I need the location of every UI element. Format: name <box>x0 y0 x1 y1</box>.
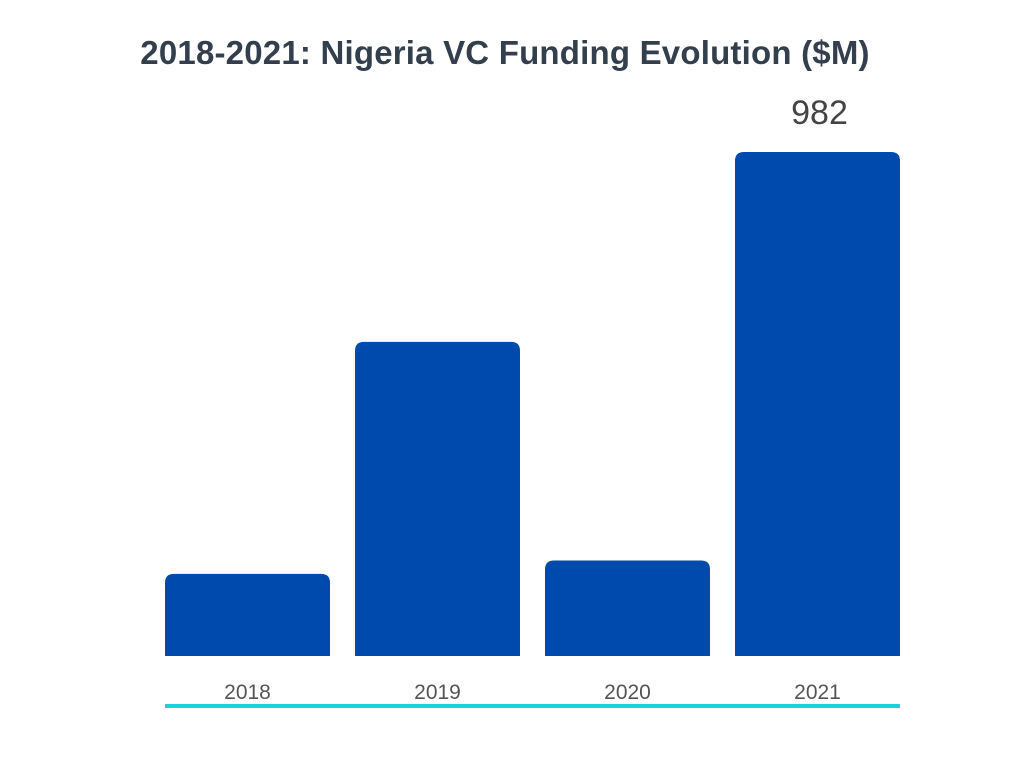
bar-2018 <box>165 573 330 656</box>
x-axis-baseline <box>165 704 900 708</box>
x-tick-label: 2021 <box>794 681 841 704</box>
x-tick-label: 2019 <box>414 681 461 704</box>
bar-2019 <box>355 341 520 656</box>
x-tick-label: 2018 <box>224 681 271 704</box>
data-label: 982 <box>791 94 848 132</box>
x-tick-label: 2020 <box>604 681 651 704</box>
bar-2021 <box>735 152 900 656</box>
chart-title: 2018-2021: Nigeria VC Funding Evolution … <box>140 34 870 71</box>
bar-2020 <box>545 560 710 656</box>
